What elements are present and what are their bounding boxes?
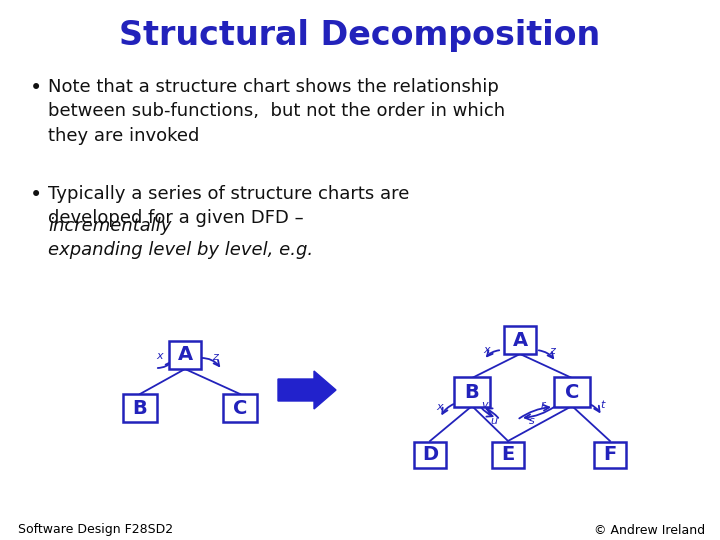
Text: r: r (540, 401, 545, 410)
Text: C: C (564, 382, 579, 402)
FancyBboxPatch shape (504, 326, 536, 354)
Text: incrementally
expanding level by level, e.g.: incrementally expanding level by level, … (48, 217, 313, 259)
Text: x: x (484, 345, 490, 355)
Text: u: u (490, 415, 498, 426)
Text: •: • (30, 78, 42, 98)
FancyBboxPatch shape (169, 341, 201, 369)
Text: © Andrew Ireland: © Andrew Ireland (594, 523, 705, 537)
Text: x: x (437, 402, 444, 411)
Text: Note that a structure chart shows the relationship
between sub-functions,  but n: Note that a structure chart shows the re… (48, 78, 505, 145)
Text: Structural Decomposition: Structural Decomposition (120, 18, 600, 51)
FancyBboxPatch shape (554, 377, 590, 407)
FancyBboxPatch shape (594, 442, 626, 468)
FancyArrow shape (278, 371, 336, 409)
FancyBboxPatch shape (414, 442, 446, 468)
Text: x: x (156, 351, 163, 361)
FancyBboxPatch shape (454, 377, 490, 407)
Text: E: E (501, 446, 515, 464)
Text: s: s (528, 415, 534, 426)
FancyBboxPatch shape (123, 394, 157, 422)
FancyBboxPatch shape (223, 394, 257, 422)
Text: C: C (233, 399, 247, 417)
Text: B: B (464, 382, 480, 402)
FancyBboxPatch shape (492, 442, 524, 468)
Text: Software Design F28SD2: Software Design F28SD2 (18, 523, 173, 537)
Text: z: z (212, 352, 218, 362)
Text: z: z (549, 346, 555, 356)
Text: v: v (482, 401, 488, 410)
Text: D: D (422, 446, 438, 464)
Text: •: • (30, 185, 42, 205)
Text: A: A (177, 346, 192, 365)
Text: t: t (600, 401, 605, 410)
Text: A: A (513, 330, 528, 349)
Text: B: B (132, 399, 148, 417)
Text: F: F (603, 446, 616, 464)
Text: Typically a series of structure charts are
developed for a given DFD –: Typically a series of structure charts a… (48, 185, 410, 227)
